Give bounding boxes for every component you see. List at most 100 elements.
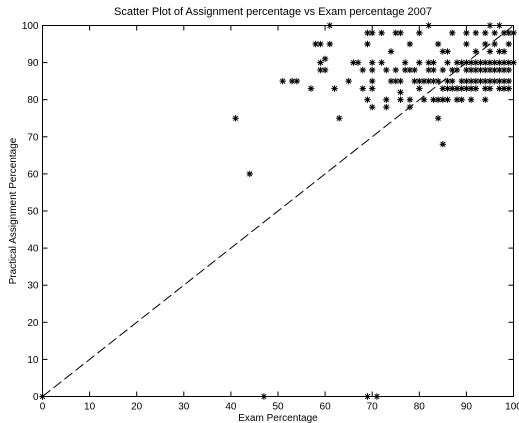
data-point <box>354 59 362 66</box>
data-point <box>482 77 489 85</box>
data-point <box>378 29 385 37</box>
y-tick-labels: 0 10 20 30 40 50 60 70 80 90 100 <box>22 21 39 403</box>
data-point <box>434 115 442 122</box>
data-point <box>317 59 324 66</box>
data-point <box>430 77 437 85</box>
x-tick-label: 20 <box>131 402 143 413</box>
data-point <box>434 40 442 48</box>
data-point <box>317 40 324 48</box>
data-point <box>369 29 376 37</box>
data-point <box>397 89 404 96</box>
data-point <box>482 66 489 74</box>
reference-line-group <box>42 25 514 397</box>
x-tick-label: 60 <box>320 402 332 413</box>
data-point <box>453 85 461 92</box>
data-point <box>439 96 447 103</box>
data-point <box>364 96 371 103</box>
data-point <box>397 96 404 103</box>
data-point <box>288 77 296 85</box>
data-point <box>458 59 465 66</box>
data-point <box>416 77 423 85</box>
data-point <box>232 115 239 122</box>
data-point <box>491 40 498 48</box>
data-point <box>496 77 503 85</box>
data-point <box>491 77 498 85</box>
data-point <box>378 59 385 66</box>
data-point <box>477 59 484 66</box>
data-point <box>500 66 508 74</box>
data-point <box>387 77 395 85</box>
x-tick-label: 50 <box>272 402 284 413</box>
data-point <box>444 77 451 85</box>
x-tick-label: 80 <box>414 402 426 413</box>
x-tick-labels: 0 10 20 30 40 50 60 70 80 90 100 <box>40 402 519 413</box>
data-point <box>453 96 461 103</box>
y-tick-label: 100 <box>22 21 39 32</box>
data-point <box>496 85 503 92</box>
data-point <box>430 66 437 74</box>
data-point <box>496 48 503 55</box>
data-point <box>434 96 442 103</box>
data-point <box>496 59 503 66</box>
data-point <box>472 29 480 37</box>
data-point <box>472 77 480 85</box>
data-point <box>505 59 512 66</box>
data-point <box>406 96 414 103</box>
data-point <box>383 66 390 74</box>
data-point <box>425 59 432 66</box>
data-point <box>449 66 456 74</box>
x-tick-label: 100 <box>505 402 519 413</box>
data-point <box>411 66 418 74</box>
data-point <box>416 85 423 92</box>
data-point <box>444 59 451 66</box>
x-tick-label: 30 <box>178 402 190 413</box>
x-tick-label: 10 <box>84 402 96 413</box>
data-point <box>463 59 470 66</box>
data-point <box>491 66 498 74</box>
data-point <box>482 40 489 48</box>
data-point <box>486 48 494 55</box>
y-tick-label: 20 <box>27 318 39 329</box>
data-point <box>260 393 268 400</box>
y-tick-label: 50 <box>27 207 39 218</box>
data-point <box>369 77 376 85</box>
data-point <box>486 59 494 66</box>
data-point <box>321 66 329 74</box>
data-point <box>505 77 512 85</box>
data-point <box>434 77 442 85</box>
data-point <box>444 48 451 55</box>
y-tick-label: 10 <box>27 355 39 366</box>
data-point <box>369 59 376 66</box>
data-point <box>439 48 447 55</box>
data-point <box>369 103 376 111</box>
axis-ticks <box>42 25 514 397</box>
data-point <box>364 393 371 400</box>
data-point <box>416 59 423 66</box>
data-point <box>463 66 470 74</box>
data-point <box>505 29 512 37</box>
data-point <box>420 96 428 103</box>
data-point <box>331 85 338 92</box>
data-point <box>467 66 475 74</box>
data-point <box>458 96 465 103</box>
data-point <box>472 66 480 74</box>
data-point <box>326 22 334 29</box>
data-points <box>39 22 517 400</box>
data-point <box>486 85 494 92</box>
data-point <box>491 59 498 66</box>
x-tick-label: 90 <box>461 402 473 413</box>
data-point <box>430 59 437 66</box>
data-point <box>500 59 508 66</box>
data-point <box>486 22 494 29</box>
data-point <box>392 77 399 85</box>
data-point <box>500 29 508 37</box>
data-point <box>491 29 498 37</box>
data-point <box>505 40 512 48</box>
data-point <box>312 40 319 48</box>
data-point <box>336 115 343 122</box>
y-tick-label: 30 <box>27 281 39 292</box>
data-point <box>463 77 470 85</box>
data-point <box>453 66 461 74</box>
x-tick-label: 0 <box>40 402 46 413</box>
data-point <box>321 55 329 63</box>
